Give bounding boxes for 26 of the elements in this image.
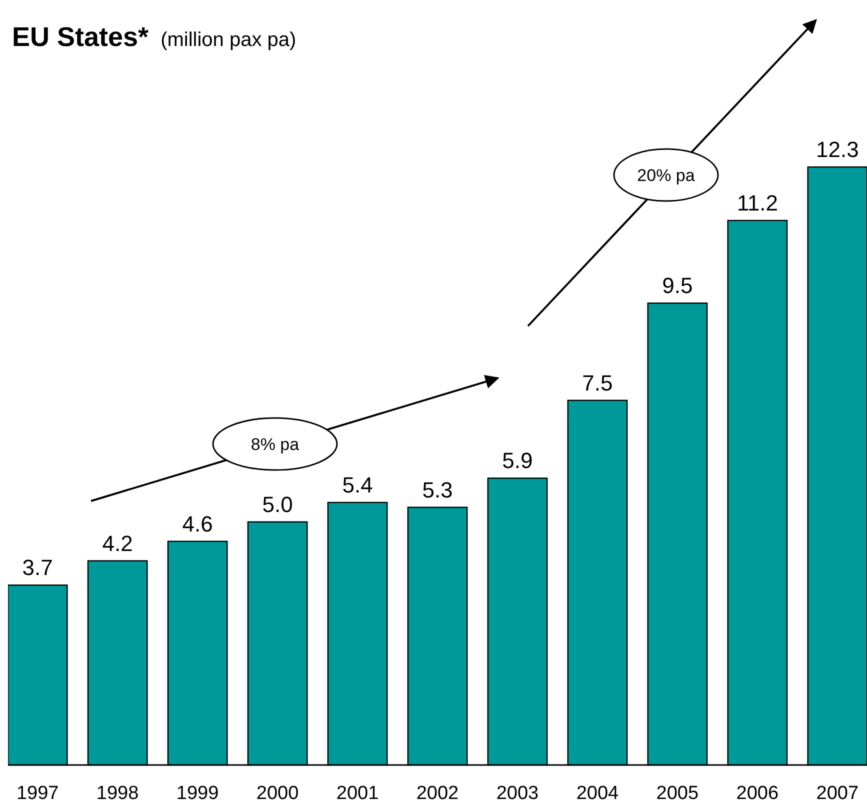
- x-tick-label: 2006: [736, 783, 779, 802]
- x-tick-label: 2007: [816, 783, 859, 802]
- data-label: 11.2: [736, 190, 778, 216]
- data-label: 9.5: [662, 273, 693, 298]
- data-label: 5.4: [342, 472, 373, 498]
- data-label: 3.7: [22, 555, 53, 580]
- data-label: 5.3: [422, 477, 453, 502]
- annotation: 8% pa: [250, 435, 300, 454]
- x-tick-label: 2003: [496, 783, 539, 802]
- chart-subtitle: (million pax pa): [160, 29, 296, 51]
- data-label: 5.0: [262, 492, 293, 517]
- x-tick-label: 1998: [96, 783, 139, 802]
- data-label: 4.2: [102, 530, 133, 556]
- x-tick-label: 2005: [656, 783, 699, 802]
- x-tick-label: 2002: [416, 783, 459, 802]
- data-label: 7.5: [582, 370, 613, 396]
- annotation: 20% pa: [637, 166, 696, 185]
- data-label: 4.6: [182, 511, 213, 536]
- chart-title: EU States*: [12, 22, 150, 52]
- data-label: 5.9: [502, 448, 533, 474]
- x-tick-label: 1997: [16, 783, 59, 802]
- data-label: 12.3: [816, 137, 859, 162]
- x-tick-label: 1999: [176, 783, 219, 802]
- x-tick-label: 2001: [336, 783, 379, 802]
- x-tick-label: 2004: [576, 783, 620, 802]
- x-tick-label: 2000: [256, 783, 299, 802]
